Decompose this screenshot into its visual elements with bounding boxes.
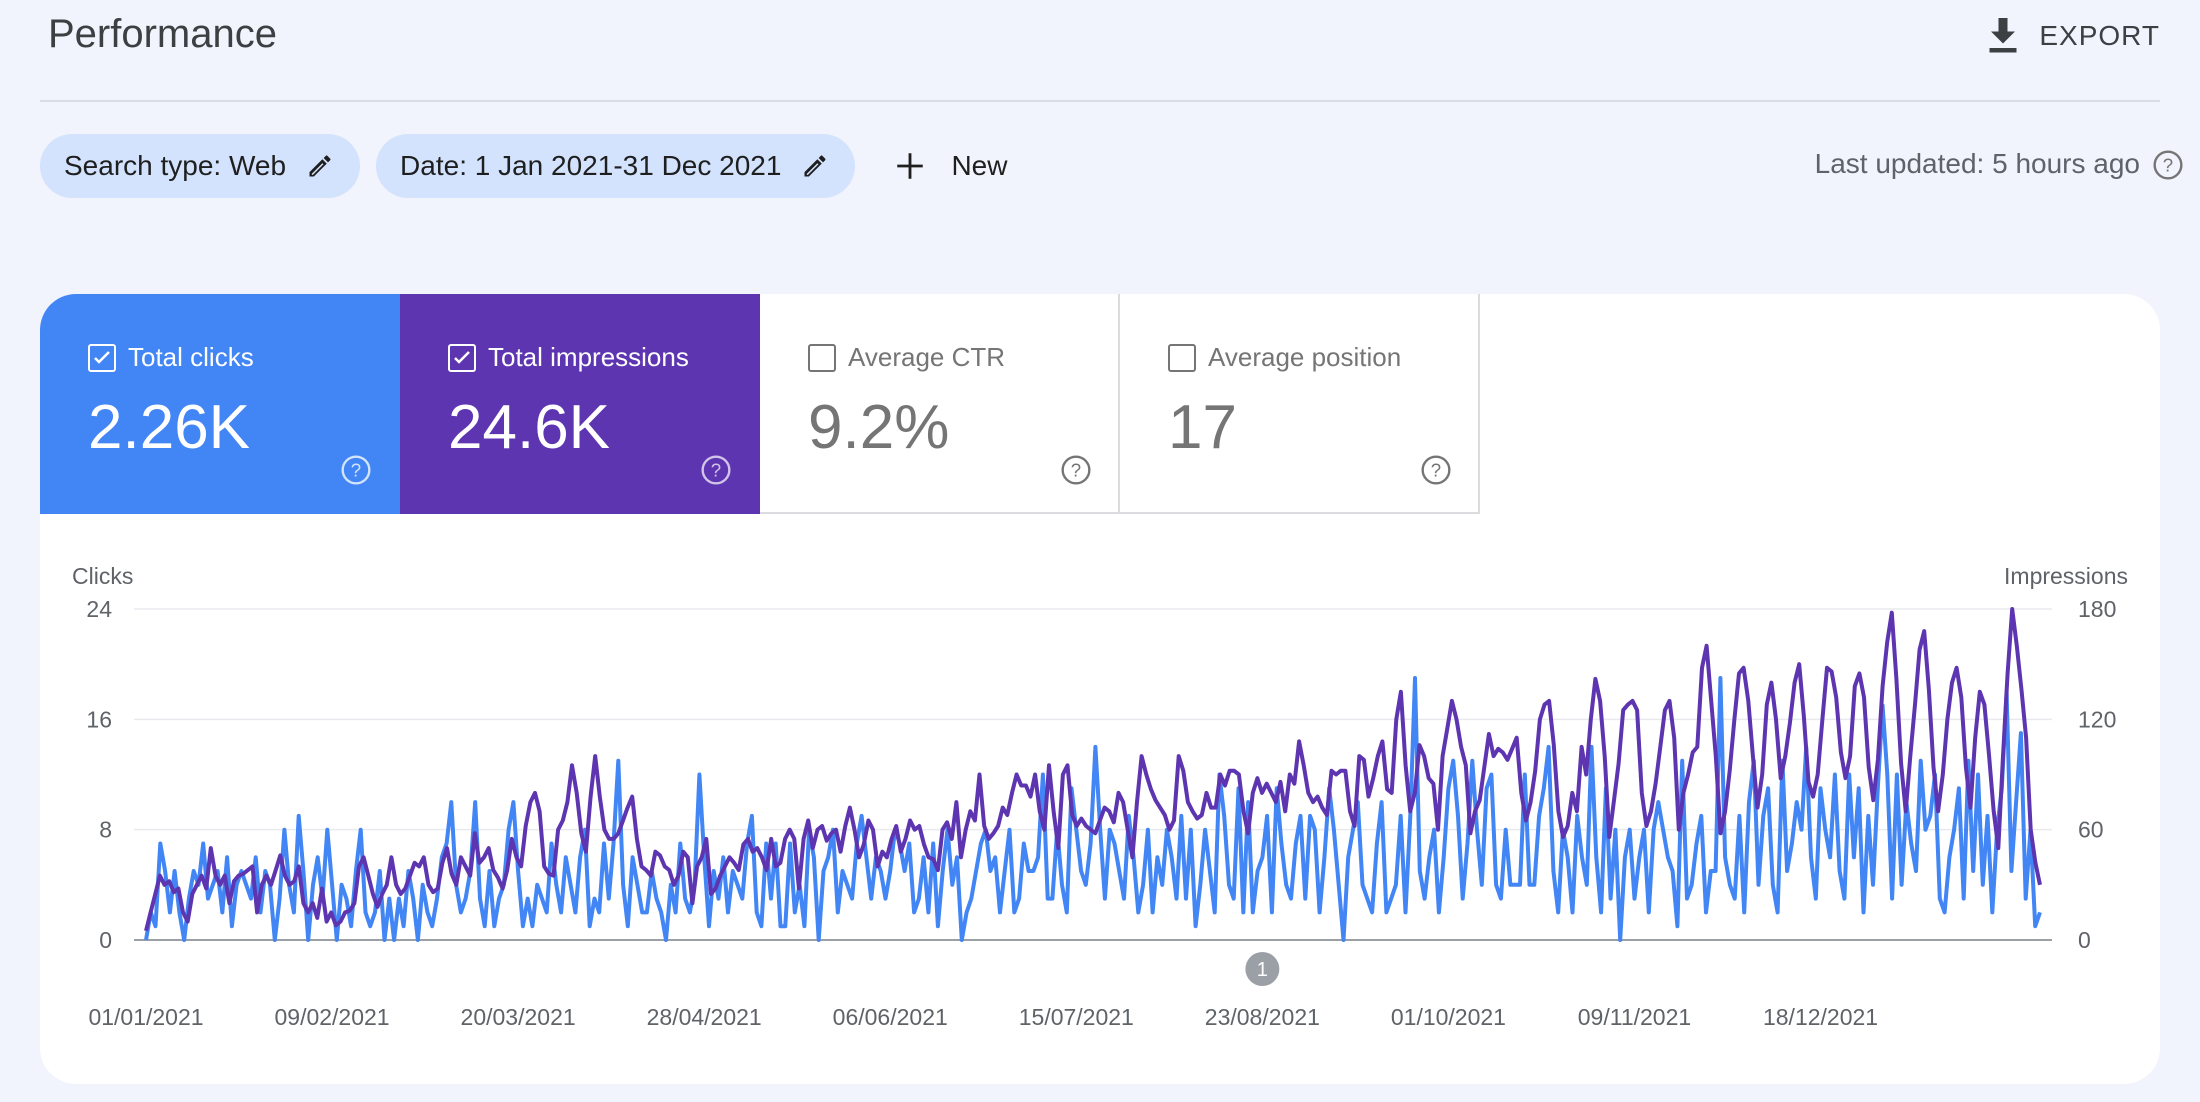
- export-label: EXPORT: [2039, 20, 2160, 51]
- new-filter-label: New: [951, 150, 1008, 181]
- metric-total-clicks[interactable]: Total clicks 2.26K ?: [40, 294, 400, 514]
- checkbox-unchecked-icon[interactable]: [808, 344, 836, 372]
- x-tick-label: 06/06/2021: [833, 1004, 948, 1030]
- page-header: Performance EXPORT: [40, 0, 2160, 102]
- left-tick-label: 8: [99, 817, 112, 843]
- page-title: Performance: [48, 12, 277, 56]
- x-tick-label: 18/12/2021: [1763, 1004, 1878, 1030]
- x-tick-label: 15/07/2021: [1019, 1004, 1134, 1030]
- x-axis-ticks: 01/01/2021 09/02/2021 20/03/2021 28/04/2021…: [88, 1004, 1878, 1030]
- help-icon[interactable]: ?: [700, 454, 732, 486]
- x-tick-label: 09/11/2021: [1578, 1004, 1691, 1030]
- left-tick-label: 16: [86, 706, 112, 732]
- right-axis-title: Impressions: [2004, 563, 2128, 589]
- x-tick-label: 20/03/2021: [461, 1004, 576, 1030]
- svg-text:?: ?: [1431, 460, 1441, 481]
- x-tick-label: 01/01/2021: [88, 1004, 203, 1030]
- export-button[interactable]: EXPORT: [1985, 14, 2160, 58]
- x-tick-label: 01/10/2021: [1391, 1004, 1506, 1030]
- download-icon: [1989, 18, 2017, 53]
- annotation-label: 1: [1257, 959, 1268, 981]
- metric-average-ctr[interactable]: Average CTR 9.2% ?: [760, 294, 1120, 514]
- metric-value: 24.6K: [448, 393, 611, 462]
- search-type-filter-chip[interactable]: Search type: Web: [40, 134, 361, 198]
- right-axis-ticks: 0 60 120 180: [2078, 596, 2116, 953]
- edit-pencil-icon[interactable]: [306, 152, 334, 180]
- metric-average-position[interactable]: Average position 17 ?: [1120, 294, 1480, 514]
- metric-label: Average position: [1208, 342, 1402, 372]
- left-axis-ticks: 0 8 16 24: [86, 596, 112, 953]
- checkbox-checked-icon[interactable]: [448, 344, 476, 372]
- last-updated-text: Last updated: 5 hours ago: [1814, 148, 2140, 179]
- x-tick-label: 09/02/2021: [274, 1004, 389, 1030]
- right-tick-label: 120: [2078, 706, 2116, 732]
- search-type-filter-label: Search type: Web: [64, 150, 287, 181]
- left-tick-label: 24: [86, 596, 112, 622]
- annotation-marker-icon[interactable]: [1245, 952, 1280, 986]
- metric-label: Average CTR: [848, 342, 1006, 372]
- right-tick-label: 180: [2078, 596, 2116, 622]
- left-tick-label: 0: [99, 927, 112, 953]
- help-icon[interactable]: ?: [340, 454, 372, 486]
- help-icon[interactable]: ?: [1060, 454, 1092, 486]
- metric-value: 9.2%: [808, 393, 950, 462]
- x-tick-label: 28/04/2021: [647, 1004, 762, 1030]
- checkbox-checked-icon[interactable]: [88, 344, 116, 372]
- svg-text:?: ?: [1071, 460, 1081, 481]
- help-icon[interactable]: ?: [1420, 454, 1452, 486]
- metric-value: 17: [1168, 393, 1237, 462]
- plus-icon: [897, 153, 924, 179]
- date-filter-label: Date: 1 Jan 2021-31 Dec 2021: [400, 150, 782, 181]
- left-axis-title: Clicks: [72, 563, 133, 589]
- edit-pencil-icon[interactable]: [801, 152, 829, 180]
- right-tick-label: 0: [2078, 927, 2091, 953]
- metric-label: Total clicks: [128, 342, 254, 372]
- metric-total-impressions[interactable]: Total impressions 24.6K ?: [400, 294, 760, 514]
- metric-value: 2.26K: [88, 393, 251, 462]
- performance-chart[interactable]: Clicks Impressions 0 8 16 24 0 60 120 180 01/0…: [40, 294, 2160, 1084]
- series-line-clicks: [144, 676, 2042, 942]
- date-filter-chip[interactable]: Date: 1 Jan 2021-31 Dec 2021: [376, 134, 856, 198]
- filter-bar: Search type: Web Date: 1 Jan 2021-31 Dec…: [40, 134, 1007, 198]
- x-tick-label: 23/08/2021: [1205, 1004, 1320, 1030]
- checkbox-unchecked-icon[interactable]: [1168, 344, 1196, 372]
- chart-annotation-marker[interactable]: 1: [1245, 952, 1280, 986]
- performance-card: Total clicks 2.26K ? Total impressions 2…: [40, 294, 2160, 1084]
- svg-text:?: ?: [2163, 155, 2173, 176]
- svg-text:?: ?: [351, 460, 361, 481]
- right-tick-label: 60: [2078, 817, 2104, 843]
- svg-text:?: ?: [711, 460, 721, 481]
- help-icon[interactable]: ?: [2152, 149, 2184, 181]
- new-filter-button[interactable]: New: [893, 149, 1007, 183]
- metric-label: Total impressions: [488, 342, 689, 372]
- series-line-impressions: [144, 607, 2042, 932]
